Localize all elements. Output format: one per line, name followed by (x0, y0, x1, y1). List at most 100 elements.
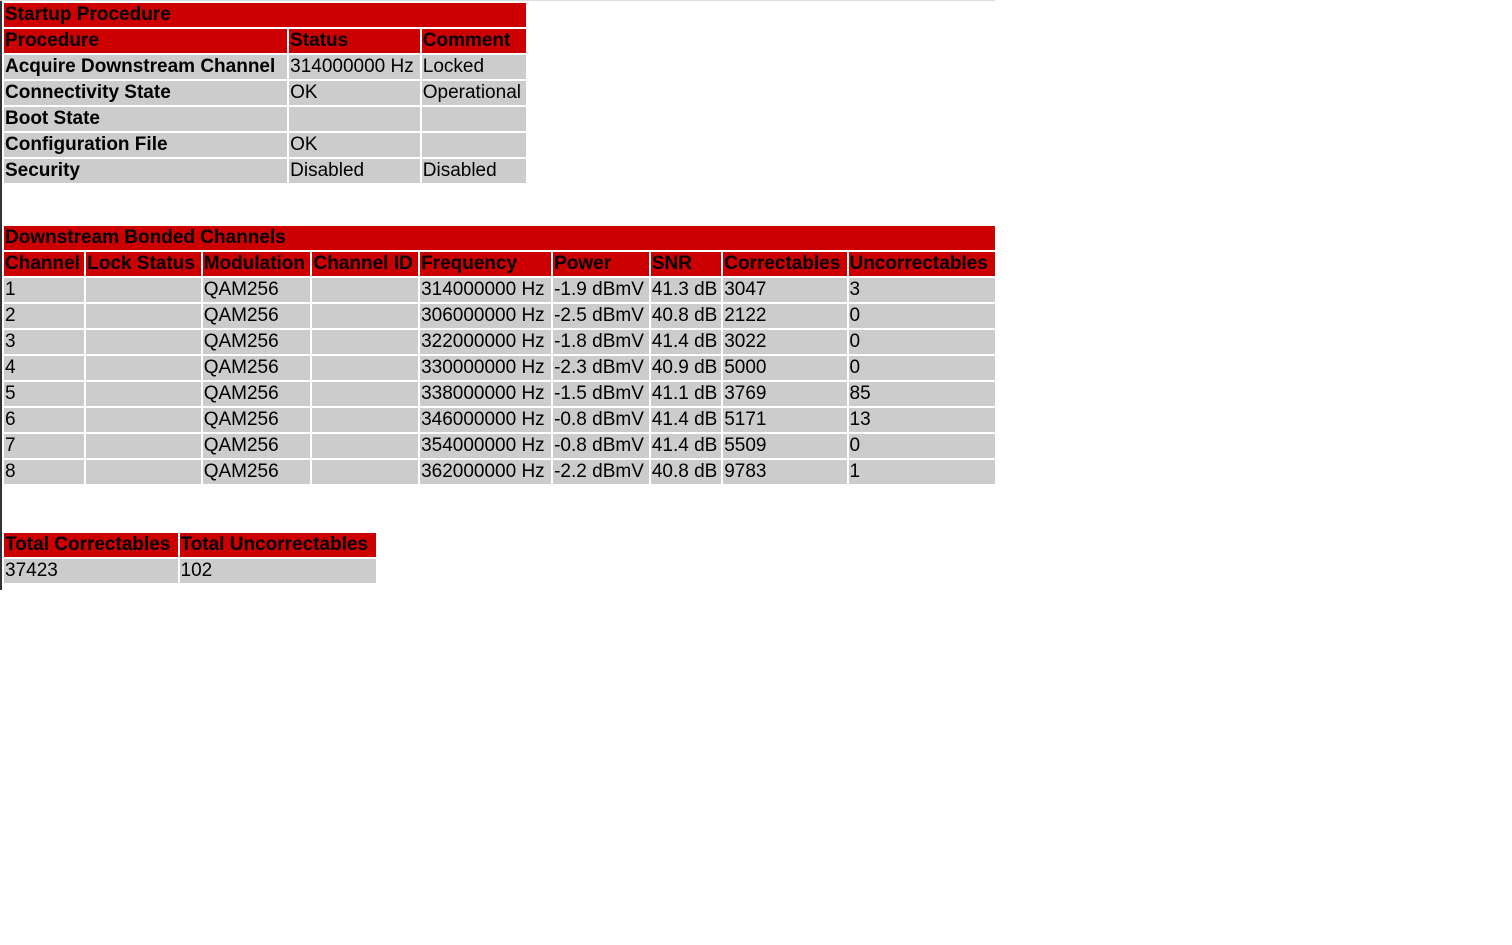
table-cell: -1.9 dBmV (553, 278, 649, 302)
table-cell: Disabled (421, 159, 526, 183)
table-cell (312, 304, 419, 328)
table-row: 8 QAM256 362000000 Hz -2.2 dBmV 40.8 dB 9783 1 (4, 460, 995, 484)
table-cell: 5 (4, 382, 85, 406)
table-cell: Disabled (289, 159, 420, 183)
table-cell: QAM256 (202, 434, 311, 458)
table-cell: QAM256 (202, 460, 311, 484)
table-cell: -2.5 dBmV (553, 304, 649, 328)
table-cell: -2.2 dBmV (553, 460, 649, 484)
table-cell: -0.8 dBmV (553, 434, 649, 458)
table-cell: 330000000 Hz (420, 356, 552, 380)
downstream-channels-table: Downstream Bonded Channels Channel Lock S… (2, 224, 997, 486)
table-cell: 0 (848, 356, 995, 380)
table-row: 2 QAM256 306000000 Hz -2.5 dBmV 40.8 dB 2122 0 (4, 304, 995, 328)
table-cell: 7 (4, 434, 85, 458)
table-cell: 40.9 dB (650, 356, 722, 380)
table-cell (312, 356, 419, 380)
column-header: Total Correctables (4, 533, 178, 557)
table-cell: QAM256 (202, 304, 311, 328)
startup-procedure-table: Startup Procedure Procedure Status Comment… (2, 1, 528, 185)
table-cell (289, 107, 420, 131)
table-cell: 362000000 Hz (420, 460, 552, 484)
table-cell: 3 (848, 278, 995, 302)
table-cell (86, 460, 201, 484)
table-cell (312, 460, 419, 484)
column-header: Channel (4, 252, 85, 276)
column-header: Modulation (202, 252, 311, 276)
table-cell: 9783 (723, 460, 847, 484)
table-cell: Locked (421, 55, 526, 79)
table-cell (312, 382, 419, 406)
table-cell: 6 (4, 408, 85, 432)
table-cell (312, 278, 419, 302)
top-border (0, 0, 995, 1)
table-cell: 346000000 Hz (420, 408, 552, 432)
column-header: Frequency (420, 252, 552, 276)
table-cell: 13 (848, 408, 995, 432)
column-header: SNR (650, 252, 722, 276)
downstream-title: Downstream Bonded Channels (4, 226, 995, 250)
table-cell (421, 133, 526, 157)
column-header: Procedure (4, 29, 288, 53)
table-cell: 314000000 Hz (420, 278, 552, 302)
table-row: 5 QAM256 338000000 Hz -1.5 dBmV 41.1 dB 3769 8… (4, 382, 995, 406)
table-cell: Operational (421, 81, 526, 105)
table-cell: -2.3 dBmV (553, 356, 649, 380)
table-cell (86, 382, 201, 406)
table-cell: 41.1 dB (650, 382, 722, 406)
table-row: Security Disabled Disabled (4, 159, 526, 183)
table-cell: 322000000 Hz (420, 330, 552, 354)
table-cell (86, 408, 201, 432)
table-row: Acquire Downstream Channel 314000000 Hz Lo… (4, 55, 526, 79)
table-cell: 3 (4, 330, 85, 354)
table-cell (86, 434, 201, 458)
table-cell (86, 304, 201, 328)
table-cell: 5000 (723, 356, 847, 380)
procedure-name: Connectivity State (4, 81, 288, 105)
table-cell: QAM256 (202, 408, 311, 432)
table-cell (421, 107, 526, 131)
table-row: Boot State (4, 107, 526, 131)
column-header: Comment (421, 29, 526, 53)
total-value: 102 (179, 559, 376, 583)
table-cell: 3769 (723, 382, 847, 406)
total-value: 37423 (4, 559, 178, 583)
procedure-name: Security (4, 159, 288, 183)
table-cell: 85 (848, 382, 995, 406)
left-border (0, 0, 2, 590)
column-header: Power (553, 252, 649, 276)
table-cell: 0 (848, 304, 995, 328)
table-cell: 1 (848, 460, 995, 484)
table-cell: 5509 (723, 434, 847, 458)
table-cell: 1 (4, 278, 85, 302)
table-row: 6 QAM256 346000000 Hz -0.8 dBmV 41.4 dB 5171 1… (4, 408, 995, 432)
table-cell: 4 (4, 356, 85, 380)
totals-table: Total Correctables Total Uncorrectables 3… (2, 531, 378, 585)
column-header: Total Uncorrectables (179, 533, 376, 557)
table-cell: 40.8 dB (650, 304, 722, 328)
table-row: Connectivity State OK Operational (4, 81, 526, 105)
table-cell: 354000000 Hz (420, 434, 552, 458)
table-cell: -1.5 dBmV (553, 382, 649, 406)
table-cell: 41.4 dB (650, 330, 722, 354)
table-cell (312, 408, 419, 432)
table-cell: 3047 (723, 278, 847, 302)
table-cell: 2 (4, 304, 85, 328)
table-cell: 2122 (723, 304, 847, 328)
table-cell (312, 434, 419, 458)
table-row: 4 QAM256 330000000 Hz -2.3 dBmV 40.9 dB 5000 0 (4, 356, 995, 380)
procedure-name: Acquire Downstream Channel (4, 55, 288, 79)
table-cell: 3022 (723, 330, 847, 354)
column-header: Channel ID (312, 252, 419, 276)
table-cell: 5171 (723, 408, 847, 432)
table-cell: QAM256 (202, 330, 311, 354)
table-cell: OK (289, 81, 420, 105)
startup-title: Startup Procedure (4, 3, 526, 27)
table-cell: -1.8 dBmV (553, 330, 649, 354)
table-cell: QAM256 (202, 356, 311, 380)
table-cell (312, 330, 419, 354)
table-cell: -0.8 dBmV (553, 408, 649, 432)
table-row: 1 QAM256 314000000 Hz -1.9 dBmV 41.3 dB 3047 3 (4, 278, 995, 302)
column-header: Lock Status (86, 252, 201, 276)
table-row: 3 QAM256 322000000 Hz -1.8 dBmV 41.4 dB 3022 0 (4, 330, 995, 354)
